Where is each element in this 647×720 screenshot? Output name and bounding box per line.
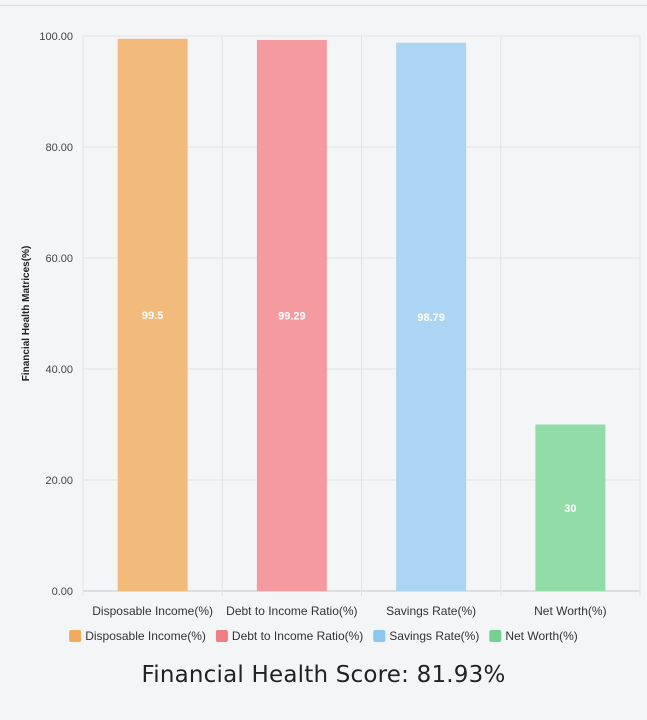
x-axis-ticks: Disposable Income(%) Debt to Income Ratio… — [92, 604, 606, 618]
bar — [117, 38, 188, 591]
chart-value-labels: 99.5 99.29 98.79 30 — [142, 310, 577, 515]
y-axis-ticks: 0.00 20.00 40.00 60.00 80.00 100.00 — [39, 31, 73, 598]
bar-value-label: 98.79 — [417, 312, 445, 324]
top-divider — [0, 5, 647, 6]
x-tick-label: Debt to Income Ratio(%) — [226, 604, 357, 618]
legend-swatch — [215, 630, 228, 642]
bar-value-label: 30 — [564, 503, 576, 515]
x-tick-label: Savings Rate(%) — [386, 604, 476, 618]
legend-swatch — [69, 630, 82, 642]
legend-swatch — [373, 630, 386, 642]
bar — [256, 39, 327, 592]
y-tick-label: 80.00 — [45, 142, 73, 154]
chart-legend: Disposable Income(%) Debt to Income Ratio… — [69, 629, 578, 643]
legend-label: Debt to Income Ratio(%) — [232, 629, 363, 643]
y-tick-label: 40.00 — [45, 364, 73, 376]
legend-label: Disposable Income(%) — [85, 629, 206, 643]
y-tick-label: 20.00 — [45, 475, 73, 487]
bar-chart: 99.5 99.29 98.79 30 0.00 20.00 40.00 60.00 80.0… — [21, 31, 641, 643]
y-tick-label: 100.00 — [39, 31, 73, 43]
y-tick-label: 60.00 — [45, 253, 73, 265]
legend-label: Net Worth(%) — [505, 629, 577, 643]
bar-value-label: 99.5 — [142, 310, 163, 322]
y-axis-label: Financial Health Matrices(%) — [21, 246, 32, 382]
legend-label: Savings Rate(%) — [389, 629, 479, 643]
bar-value-label: 99.29 — [278, 310, 306, 322]
chart-bars — [117, 38, 606, 592]
bar — [396, 42, 467, 591]
x-tick-label: Disposable Income(%) — [92, 604, 213, 618]
bar — [535, 424, 606, 591]
legend-swatch — [489, 630, 502, 642]
x-tick-label: Net Worth(%) — [534, 604, 606, 618]
financial-health-score: Financial Health Score: 81.93% — [141, 662, 506, 688]
y-tick-label: 0.00 — [52, 586, 73, 598]
